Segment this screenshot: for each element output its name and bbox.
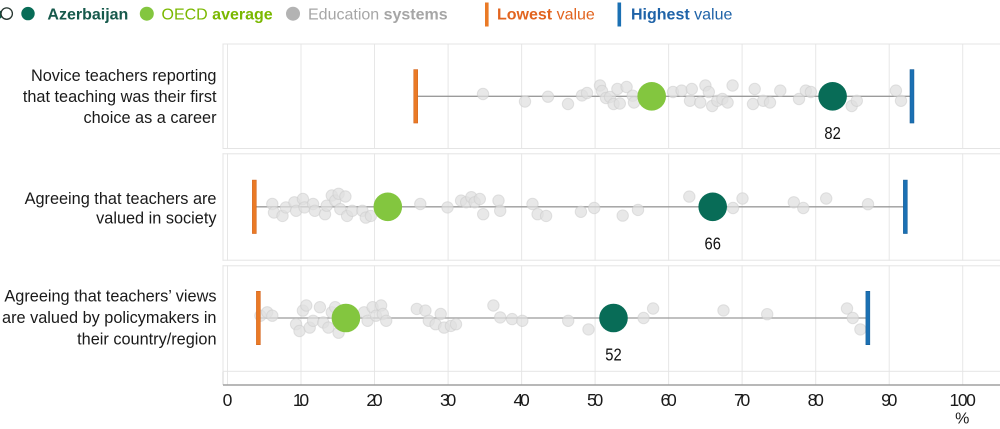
svg-text:100: 100 bbox=[950, 390, 977, 410]
svg-text:choice as a career: choice as a career bbox=[83, 109, 217, 127]
svg-text:are valued by policymakers in: are valued by policymakers in bbox=[2, 309, 216, 327]
svg-text:%: % bbox=[955, 410, 969, 424]
svg-text:Education systems: Education systems bbox=[308, 7, 448, 24]
svg-text:Highest value: Highest value bbox=[631, 7, 732, 24]
svg-text:Azerbaijan: Azerbaijan bbox=[47, 7, 128, 24]
svg-text:70: 70 bbox=[734, 390, 750, 410]
svg-text:30: 30 bbox=[440, 390, 456, 410]
svg-text:0: 0 bbox=[223, 390, 233, 410]
svg-text:52: 52 bbox=[605, 345, 621, 365]
svg-text:valued in society: valued in society bbox=[96, 209, 217, 227]
svg-text:66: 66 bbox=[705, 234, 721, 254]
svg-text:Novice teachers reporting: Novice teachers reporting bbox=[31, 67, 217, 85]
svg-text:OECD average: OECD average bbox=[162, 7, 273, 24]
svg-text:82: 82 bbox=[824, 123, 840, 143]
svg-text:40: 40 bbox=[514, 390, 530, 410]
svg-text:Agreeing that teachers’ views: Agreeing that teachers’ views bbox=[4, 287, 216, 305]
svg-text:their country/region: their country/region bbox=[77, 331, 216, 349]
svg-text:Lowest value: Lowest value bbox=[497, 7, 595, 24]
svg-text:Agreeing that teachers are: Agreeing that teachers are bbox=[25, 190, 217, 208]
svg-text:10: 10 bbox=[293, 390, 309, 410]
svg-text:80: 80 bbox=[808, 390, 824, 410]
svg-text:that teaching was their first: that teaching was their first bbox=[23, 88, 217, 106]
svg-text:20: 20 bbox=[366, 390, 382, 410]
svg-text:50: 50 bbox=[587, 390, 603, 410]
svg-text:60: 60 bbox=[661, 390, 677, 410]
svg-text:90: 90 bbox=[881, 390, 897, 410]
